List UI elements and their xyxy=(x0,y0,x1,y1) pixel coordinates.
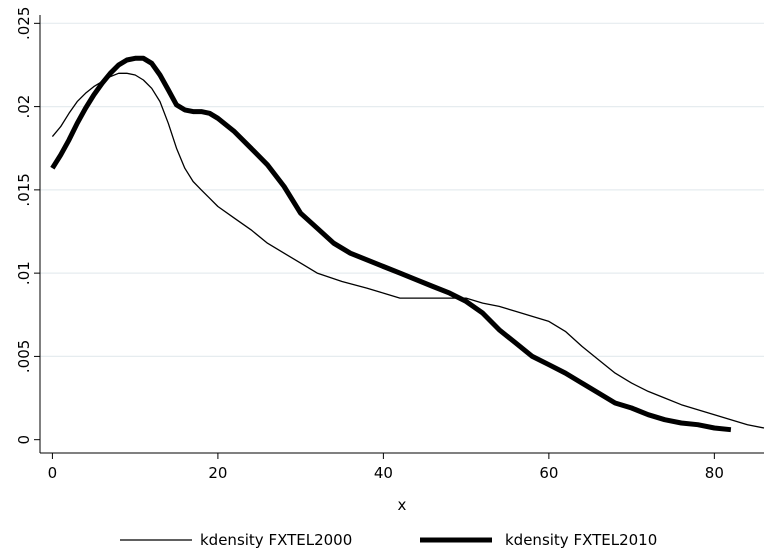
y-tick-label: .015 xyxy=(15,173,33,206)
y-tick-label: .025 xyxy=(15,7,33,40)
x-axis-title: x xyxy=(398,496,407,514)
series-line-1 xyxy=(51,72,765,429)
x-tick-label: 80 xyxy=(705,464,724,482)
grid-lines xyxy=(40,22,764,358)
legend-label-1: kdensity FXTEL2000 xyxy=(200,531,352,549)
x-tick-label: 0 xyxy=(48,464,58,482)
legend-label-2: kdensity FXTEL2010 xyxy=(505,531,657,549)
x-tick-label: 20 xyxy=(208,464,227,482)
y-tick-label: .02 xyxy=(15,95,33,119)
series-lines xyxy=(50,55,765,433)
legend: kdensity FXTEL2000 kdensity FXTEL2010 xyxy=(120,531,657,549)
y-tick-label: .005 xyxy=(15,340,33,373)
y-tick-label: 0 xyxy=(15,435,33,445)
axes: 0 .005 .01 .015 .02 .025 0 20 40 60 80 xyxy=(15,7,764,482)
x-tick-label: 60 xyxy=(539,464,558,482)
series-line-2 xyxy=(50,55,732,433)
x-tick-label: 40 xyxy=(374,464,393,482)
y-tick-label: .01 xyxy=(15,261,33,285)
